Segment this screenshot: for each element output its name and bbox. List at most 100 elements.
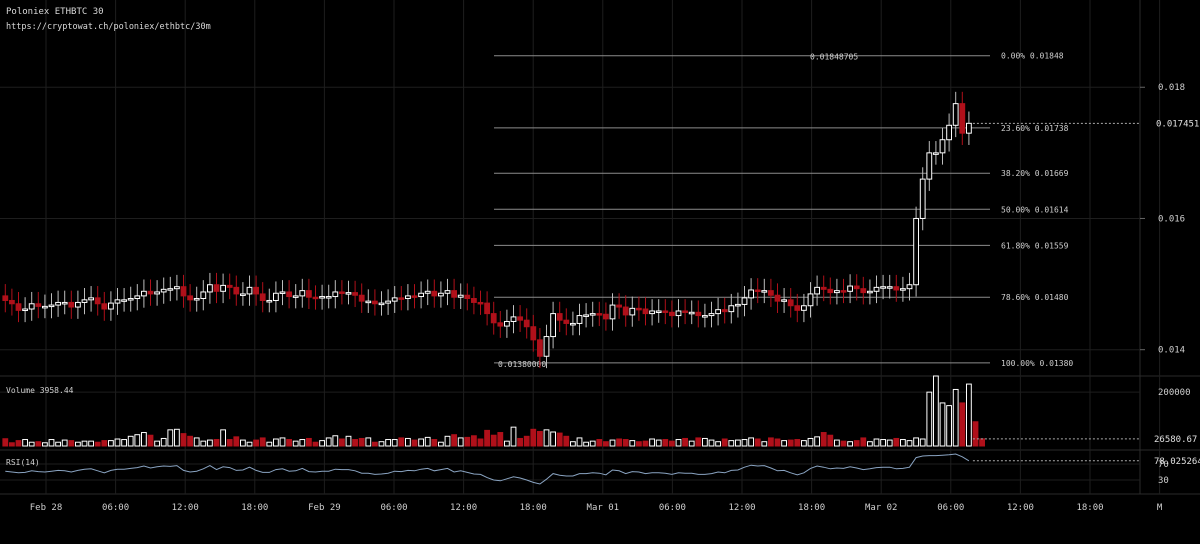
volume-bar (391, 439, 398, 447)
volume-bar (193, 437, 200, 447)
candle (504, 309, 510, 338)
candle-body (345, 292, 352, 295)
volume-bar (88, 440, 94, 447)
candle-body (728, 305, 735, 313)
candle-body (741, 297, 748, 305)
candle-body (444, 290, 451, 294)
candle (688, 300, 695, 325)
candle-body (702, 315, 708, 318)
volume-tick-label: 200000 (1158, 388, 1191, 398)
candle (378, 291, 385, 316)
volume-bar (952, 388, 959, 447)
candle (913, 206, 920, 297)
candle (834, 278, 840, 305)
volume-bar (75, 441, 81, 447)
candle-body (563, 319, 570, 324)
candle (55, 290, 62, 317)
volume-bar (345, 435, 352, 447)
volume-bar (55, 441, 62, 447)
candle-body (240, 293, 246, 296)
volume-bar (438, 441, 444, 447)
x-tick-label: M (1157, 503, 1163, 513)
candle (75, 290, 81, 319)
candle (589, 301, 596, 327)
candle-body (424, 290, 431, 294)
x-tick-label: Mar 01 (587, 503, 620, 513)
candle-body (94, 297, 101, 305)
chart-url[interactable]: https://cryptowat.ch/poloniex/ethbtc/30m (6, 22, 211, 32)
candle (662, 299, 669, 325)
candle-body (893, 286, 900, 291)
candle (523, 308, 530, 339)
volume-bar (636, 441, 642, 447)
volume-bar (101, 440, 108, 447)
candle-body (609, 304, 616, 320)
candle-body (596, 313, 603, 316)
candle-body (68, 301, 75, 308)
volume-bar (596, 439, 603, 447)
candle (490, 301, 497, 335)
candle-body (873, 286, 880, 292)
candle-body (827, 288, 834, 294)
candle (596, 301, 603, 327)
candle-body (497, 322, 504, 327)
candle-body (160, 288, 167, 293)
candle (840, 278, 847, 304)
price-tick-label: 0.016 (1158, 214, 1185, 224)
candle (358, 283, 365, 313)
x-tick-label: Feb 29 (308, 503, 341, 513)
candle (266, 288, 273, 313)
volume-bar (266, 441, 273, 447)
candle (919, 167, 926, 231)
candle (438, 281, 444, 308)
volume-bar (42, 442, 48, 447)
volume-bar (807, 437, 814, 447)
candle (807, 282, 814, 318)
volume-bar (48, 439, 55, 447)
candle (695, 300, 702, 328)
candle (669, 300, 675, 328)
rsi-line (5, 453, 970, 485)
x-tick-label: 06:00 (659, 503, 686, 513)
volume-bar (873, 438, 880, 447)
candle (873, 275, 880, 304)
candle (497, 310, 504, 338)
candle (299, 278, 306, 308)
candle (451, 278, 458, 310)
x-tick-label: 06:00 (937, 503, 964, 513)
volume-bar (655, 439, 662, 447)
candle (114, 288, 121, 315)
x-axis-tick-labels: Feb 28 06:00 12:00 18:00 Feb 29 06:00 12:00 18:… (30, 503, 1163, 513)
candle-body (622, 306, 629, 316)
fib-low-label: 0.01380000 (498, 360, 546, 369)
candle (306, 278, 312, 310)
candle (279, 280, 286, 306)
candle (636, 296, 642, 321)
volume-bar (385, 439, 392, 447)
candle-body (127, 298, 134, 301)
candle (9, 288, 15, 316)
volume-bar (108, 440, 114, 447)
volume-bar (253, 439, 259, 447)
volume-bar (325, 437, 332, 447)
candle (240, 282, 246, 306)
candle-body (358, 294, 365, 302)
volume-bar (768, 437, 774, 447)
candle (886, 274, 893, 299)
candle (339, 280, 345, 305)
candle-body (834, 290, 840, 294)
candle-body (174, 286, 180, 290)
volume-bar (622, 439, 629, 447)
volume-bar (814, 436, 821, 447)
candle-body (913, 217, 920, 286)
current-volume-label: 26580.67 (1154, 435, 1197, 445)
candle (794, 293, 801, 323)
candle (286, 280, 293, 309)
volume-bar (933, 375, 939, 447)
candle-body (589, 313, 596, 316)
candle-body (933, 152, 939, 155)
candle-body (101, 303, 108, 310)
volume-bar (279, 437, 286, 447)
candle-body (510, 316, 517, 322)
